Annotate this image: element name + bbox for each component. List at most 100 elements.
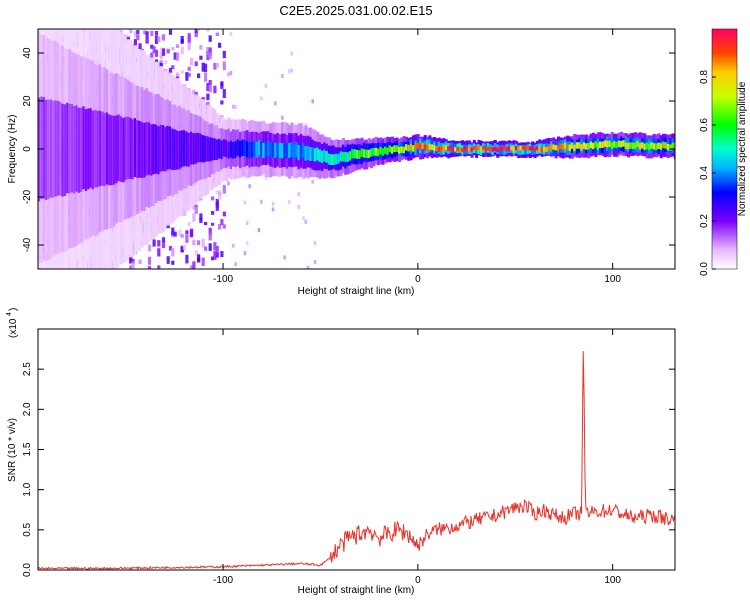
heatmap-cell <box>540 147 544 152</box>
heatmap-cell <box>222 211 226 217</box>
heatmap-cell <box>302 143 306 158</box>
heatmap-cell <box>615 141 619 149</box>
heatmap-cell <box>225 139 228 158</box>
heatmap-cell <box>566 144 570 151</box>
heatmap-cell <box>419 143 422 150</box>
colorbar-tick-label: 0.0 <box>699 262 710 276</box>
colorbar-gradient <box>711 28 738 270</box>
heatmap-cell <box>267 141 271 157</box>
heatmap-cell <box>218 42 222 48</box>
x-tick-label: 0 <box>415 575 421 586</box>
heatmap-cell <box>395 145 399 152</box>
heatmap-cell <box>292 144 296 160</box>
heatmap-cell <box>599 141 602 149</box>
heatmap-cell <box>311 99 314 104</box>
heatmap-cell <box>215 202 219 211</box>
heatmap-cell <box>211 196 215 201</box>
heatmap-cell <box>260 140 264 157</box>
heatmap-cell <box>152 124 156 175</box>
y-tick-label: 0.0 <box>22 563 33 577</box>
heatmap-cell <box>145 121 149 176</box>
heatmap-cell <box>624 142 628 149</box>
heatmap-cell <box>140 122 144 178</box>
heatmap-cell <box>568 144 572 151</box>
heatmap-cell <box>206 82 210 92</box>
heatmap-cell <box>206 93 210 101</box>
heatmap-cell <box>589 141 593 149</box>
heatmap-cell <box>42 97 46 199</box>
heatmap-cell <box>173 52 177 60</box>
heatmap-cell <box>384 146 387 154</box>
heatmap-cell <box>185 72 189 81</box>
heatmap-cell <box>433 145 437 151</box>
figure-title: C2E5.2025.031.00.02.E15 <box>279 3 432 18</box>
heatmap-cell <box>311 179 314 184</box>
heatmap-cell <box>180 39 184 43</box>
heatmap-cell <box>498 145 502 155</box>
heatmap-cell <box>362 149 366 158</box>
heatmap-cell <box>304 219 307 224</box>
heatmap-cell <box>187 73 191 77</box>
heatmap-cell <box>157 126 161 175</box>
heatmap-cell <box>505 147 509 152</box>
heatmap-cell <box>454 147 458 152</box>
heatmap-cell <box>549 144 553 150</box>
heatmap-cell <box>192 239 196 246</box>
heatmap-cell <box>161 241 166 249</box>
heatmap-cell <box>278 142 282 158</box>
y-tick-label: 2.0 <box>22 402 33 416</box>
heatmap-cell <box>145 35 149 44</box>
heatmap-cell <box>648 143 652 150</box>
heatmap-cell <box>377 148 380 157</box>
heatmap-cell <box>489 147 493 152</box>
heatmap-cell <box>77 107 81 193</box>
heatmap-cell <box>157 36 161 43</box>
heatmap-cell <box>391 146 394 154</box>
heatmap-cell <box>159 124 163 172</box>
heatmap-cell <box>655 143 659 150</box>
heatmap-cell <box>283 255 286 260</box>
heatmap-cell <box>528 146 532 151</box>
heatmap-cell <box>147 256 152 265</box>
heatmap-cell <box>264 83 268 88</box>
heatmap-cell <box>129 254 133 264</box>
heatmap-cell <box>430 144 434 151</box>
heatmap-cell <box>171 260 175 265</box>
heatmap-cell <box>503 145 507 156</box>
heatmap-cell <box>372 147 376 156</box>
heatmap-cell <box>412 145 415 152</box>
heatmap-cell <box>253 141 257 157</box>
heatmap-cell <box>208 243 212 251</box>
heatmap-cell <box>175 72 180 77</box>
heatmap-cell <box>365 149 369 158</box>
heatmap-cell <box>650 142 654 149</box>
heatmap-cell <box>229 140 233 158</box>
heatmap-cell <box>468 147 472 152</box>
heatmap-cell <box>161 48 166 56</box>
heatmap-cell <box>414 142 418 149</box>
heatmap-cell <box>189 58 194 66</box>
heatmap-cell <box>185 131 189 167</box>
heatmap-cell <box>220 140 224 160</box>
heatmap-cell <box>290 51 293 56</box>
heatmap-cell <box>634 142 638 149</box>
heatmap-cell <box>145 31 149 36</box>
heatmap-cell <box>154 124 158 174</box>
heatmap-cell <box>309 147 313 161</box>
heatmap-cell <box>269 141 273 157</box>
heatmap-cell <box>171 248 175 257</box>
heatmap-cell <box>220 100 224 105</box>
heatmap-cell <box>398 147 401 154</box>
heatmap-cell <box>175 52 180 61</box>
heatmap-cell <box>168 29 173 35</box>
heatmap-cell <box>164 60 168 65</box>
heatmap-cell <box>295 142 299 158</box>
heatmap-cell <box>456 146 460 152</box>
heatmap-cell <box>143 122 147 178</box>
heatmap-cell <box>82 106 86 190</box>
heatmap-cell <box>208 52 212 60</box>
heatmap-cell <box>187 43 191 51</box>
heatmap-cell <box>271 201 275 206</box>
heatmap-cell <box>554 144 558 151</box>
heatmap-cell <box>344 151 348 162</box>
